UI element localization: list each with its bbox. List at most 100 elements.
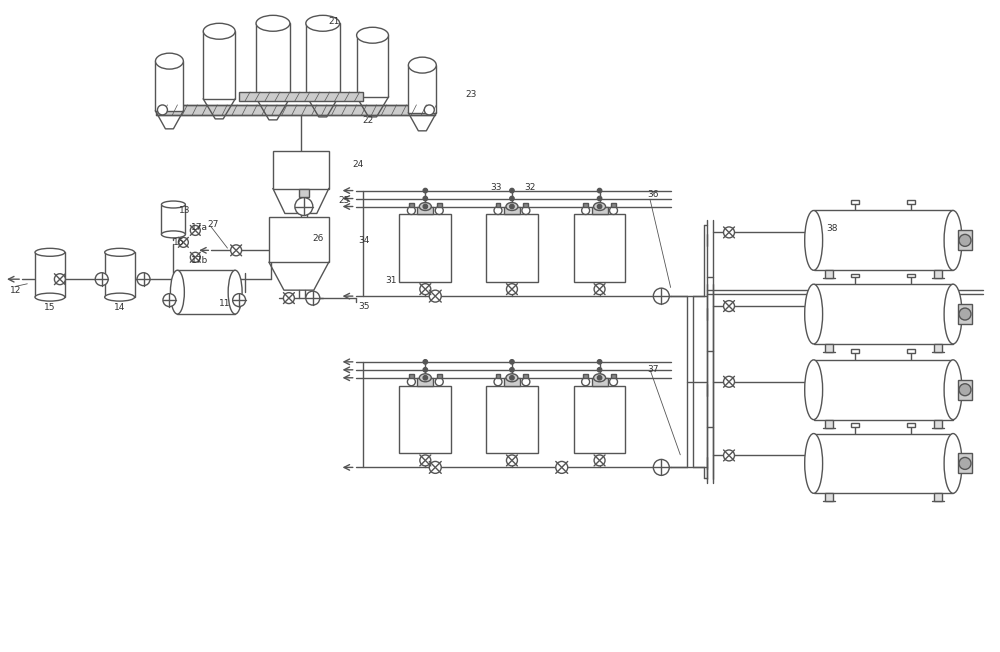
Text: 24: 24	[353, 160, 364, 169]
Circle shape	[435, 207, 443, 215]
Bar	[399, 386, 451, 453]
Text: 13: 13	[179, 206, 191, 215]
Ellipse shape	[944, 284, 962, 344]
Bar	[177, 270, 235, 314]
Polygon shape	[203, 99, 235, 119]
Bar	[592, 207, 608, 215]
Bar	[814, 284, 953, 344]
Bar	[269, 218, 329, 262]
Bar	[417, 207, 433, 215]
Circle shape	[423, 204, 428, 209]
Circle shape	[137, 273, 150, 286]
Bar	[504, 378, 520, 386]
Circle shape	[597, 376, 602, 380]
Polygon shape	[357, 97, 388, 117]
Circle shape	[597, 360, 602, 364]
Text: 36: 36	[647, 190, 659, 199]
Text: 27: 27	[207, 220, 219, 229]
Text: 38: 38	[827, 224, 838, 233]
Bar	[907, 274, 915, 277]
Circle shape	[190, 226, 200, 235]
Circle shape	[429, 290, 441, 302]
Circle shape	[510, 376, 514, 380]
Bar	[523, 374, 528, 378]
Bar	[299, 188, 309, 196]
Circle shape	[597, 188, 602, 193]
Bar	[357, 35, 388, 97]
Circle shape	[54, 274, 65, 285]
Bar	[306, 23, 340, 95]
Ellipse shape	[944, 211, 962, 270]
Text: 21: 21	[329, 17, 340, 26]
Circle shape	[597, 204, 602, 209]
Text: 22: 22	[363, 116, 374, 125]
Ellipse shape	[805, 211, 823, 270]
Circle shape	[423, 188, 428, 193]
Bar	[907, 423, 915, 426]
Text: 14: 14	[114, 303, 125, 312]
Circle shape	[231, 245, 242, 256]
Bar	[583, 374, 588, 378]
Ellipse shape	[155, 53, 183, 69]
Text: 16: 16	[173, 238, 185, 247]
Text: 34: 34	[359, 236, 370, 245]
Bar	[934, 494, 942, 501]
Bar	[437, 374, 442, 378]
Circle shape	[610, 207, 617, 215]
Circle shape	[510, 196, 514, 201]
Bar	[155, 61, 183, 111]
Bar	[958, 230, 972, 250]
Text: 11: 11	[219, 299, 231, 308]
Ellipse shape	[203, 23, 235, 39]
Text: 12: 12	[10, 286, 21, 295]
Bar	[156, 105, 435, 115]
Bar	[496, 374, 500, 378]
Circle shape	[420, 284, 431, 295]
Circle shape	[582, 378, 590, 386]
Bar	[203, 31, 235, 99]
Circle shape	[429, 462, 441, 473]
Ellipse shape	[161, 231, 185, 238]
Bar	[851, 423, 859, 426]
Circle shape	[423, 368, 428, 372]
Bar	[574, 215, 625, 282]
Bar	[583, 203, 588, 207]
Bar	[592, 378, 608, 386]
Circle shape	[510, 360, 514, 364]
Circle shape	[435, 378, 443, 386]
Text: 23: 23	[465, 91, 477, 100]
Ellipse shape	[105, 248, 135, 256]
Text: 33: 33	[490, 183, 502, 192]
Circle shape	[594, 455, 605, 466]
Bar	[239, 92, 363, 101]
Circle shape	[295, 198, 313, 215]
Circle shape	[510, 204, 514, 209]
Text: 32: 32	[524, 183, 535, 192]
Circle shape	[506, 284, 517, 295]
Circle shape	[582, 207, 590, 215]
Bar	[504, 207, 520, 215]
Ellipse shape	[408, 57, 436, 73]
Ellipse shape	[105, 293, 135, 301]
Bar	[496, 203, 500, 207]
Bar	[611, 374, 616, 378]
Bar	[851, 200, 859, 203]
Circle shape	[157, 105, 167, 115]
Circle shape	[233, 293, 246, 306]
Bar	[825, 270, 833, 278]
Bar	[409, 203, 414, 207]
Ellipse shape	[594, 203, 606, 211]
Circle shape	[959, 384, 971, 396]
Bar	[814, 211, 953, 270]
Bar	[851, 274, 859, 277]
Bar	[523, 203, 528, 207]
Ellipse shape	[805, 284, 823, 344]
Circle shape	[959, 458, 971, 469]
Ellipse shape	[357, 27, 388, 43]
Bar	[437, 203, 442, 207]
Text: 26: 26	[313, 234, 324, 243]
Text: 31: 31	[385, 276, 397, 285]
Ellipse shape	[944, 434, 962, 494]
Circle shape	[724, 376, 734, 387]
Text: 17a: 17a	[191, 223, 208, 232]
